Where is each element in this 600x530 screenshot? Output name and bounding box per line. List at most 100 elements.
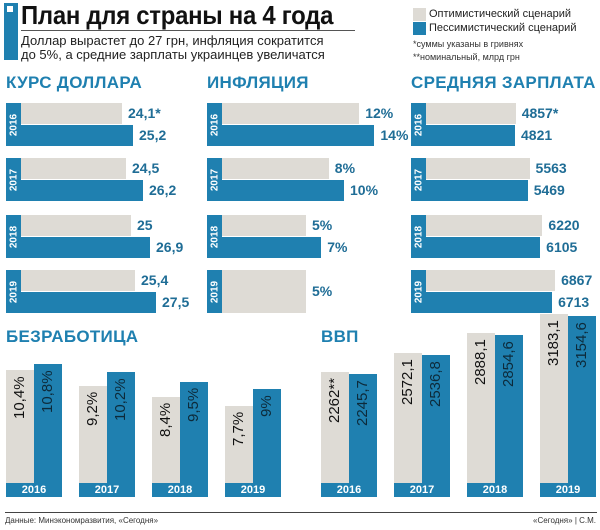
- year-label-average-salary: 2019: [411, 270, 426, 313]
- footnote-currency: *суммы указаны в гривнях: [413, 39, 524, 49]
- bar-dollar-rate-pessimistic: [21, 125, 133, 146]
- value-label-gdp: 2854,6: [500, 340, 517, 387]
- value-label-average-salary: 5563: [535, 160, 567, 176]
- bar-average-salary-pessimistic: [426, 237, 541, 258]
- footnote-gdp: **номинальный, млрд грн: [413, 52, 520, 62]
- bar-unemployment-optimistic: [6, 369, 34, 483]
- year-label-dollar-rate: 2017: [6, 158, 21, 201]
- value-label-unemployment: 10,2%: [112, 378, 129, 422]
- bar-dollar-rate-optimistic: [21, 270, 135, 291]
- subtitle-line-2: до 5%, а средние зарплаты украинцев увел…: [21, 47, 325, 62]
- bar-unemployment-pessimistic: [253, 388, 281, 483]
- value-label-unemployment: 10,4%: [11, 376, 28, 419]
- year-text: 2018: [8, 225, 19, 248]
- bar-unemployment-pessimistic: [34, 364, 62, 483]
- year-text: 2016: [413, 113, 424, 136]
- bar-average-salary-pessimistic: [426, 180, 528, 201]
- year-text: 2019: [413, 280, 424, 303]
- bar-average-salary-optimistic: [426, 158, 530, 179]
- footer-source: Данные: Минэкономразвития, «Сегодня»: [5, 516, 159, 525]
- page-title: План для страны на 4 года: [21, 0, 334, 30]
- value-label-average-salary: 6713: [558, 294, 590, 310]
- year-text: 2017: [8, 168, 19, 191]
- year-label-average-salary: 2018: [411, 215, 426, 258]
- footer-credit: «Сегодня» | С.М.: [533, 516, 596, 525]
- value-label-average-salary: 4821: [521, 127, 553, 143]
- year-label-dollar-rate: 2018: [6, 215, 21, 258]
- bar-inflation-optimistic: [222, 270, 306, 313]
- year-label-gdp: 2019: [540, 483, 596, 497]
- year-text: 2017: [413, 168, 424, 191]
- value-label-inflation: 7%: [327, 239, 348, 255]
- value-label-average-salary: 6867: [561, 272, 593, 288]
- value-label-unemployment: 9%: [258, 394, 275, 417]
- chart-title-average-salary: СРЕДНЯЯ ЗАРПЛАТА: [411, 73, 596, 92]
- bar-inflation-pessimistic: [222, 180, 344, 201]
- year-text: 2016: [209, 113, 220, 136]
- year-label-inflation: 2018: [207, 215, 222, 258]
- footer-divider: [5, 512, 597, 513]
- bar-dollar-rate-pessimistic: [21, 292, 156, 313]
- title-accent-bar: [4, 3, 18, 60]
- year-label-inflation: 2017: [207, 158, 222, 201]
- year-text: 2016: [8, 113, 19, 136]
- year-text: 2017: [209, 168, 220, 191]
- chart-title-gdp: ВВП: [321, 327, 359, 346]
- value-label-inflation: 14%: [380, 127, 409, 143]
- value-label-average-salary: 4857*: [521, 105, 559, 121]
- year-label-inflation: 2016: [207, 103, 222, 146]
- value-label-dollar-rate: 25: [137, 217, 153, 233]
- bar-gdp-optimistic: [467, 332, 495, 483]
- title-accent-notch: [7, 6, 13, 12]
- bar-gdp-optimistic: [540, 313, 568, 483]
- bar-unemployment-optimistic: [152, 396, 180, 483]
- value-label-unemployment: 10,8%: [39, 370, 56, 414]
- value-label-gdp: 2572,1: [399, 358, 416, 405]
- value-label-gdp: 2262**: [326, 378, 343, 424]
- year-label-unemployment: 2018: [152, 483, 208, 497]
- year-label-average-salary: 2017: [411, 158, 426, 201]
- bar-inflation-pessimistic: [222, 125, 375, 146]
- year-text: 2019: [209, 280, 220, 303]
- chart-title-unemployment: БЕЗРАБОТИЦА: [6, 327, 139, 346]
- value-label-unemployment: 7,7%: [230, 411, 247, 447]
- value-label-gdp: 3183,1: [545, 319, 562, 366]
- value-label-inflation: 5%: [312, 283, 333, 299]
- year-text: 2019: [8, 280, 19, 303]
- bar-inflation-pessimistic: [222, 237, 322, 258]
- value-label-dollar-rate: 26,2: [149, 182, 177, 198]
- bar-dollar-rate-optimistic: [21, 158, 126, 179]
- value-label-average-salary: 6105: [546, 239, 578, 255]
- value-label-average-salary: 5469: [533, 182, 565, 198]
- legend-pessimistic-swatch: [413, 22, 426, 35]
- year-label-unemployment: 2019: [225, 483, 281, 497]
- bar-inflation-optimistic: [222, 215, 306, 236]
- bar-dollar-rate-pessimistic: [21, 237, 150, 258]
- year-text: 2018: [209, 225, 220, 248]
- value-label-dollar-rate: 25,2: [139, 127, 167, 143]
- bar-gdp-pessimistic: [422, 354, 450, 483]
- value-label-inflation: 5%: [312, 217, 333, 233]
- value-label-inflation: 10%: [350, 182, 379, 198]
- year-label-dollar-rate: 2016: [6, 103, 21, 146]
- bar-dollar-rate-pessimistic: [21, 180, 143, 201]
- legend-optimistic-swatch: [413, 8, 426, 21]
- bar-gdp-pessimistic: [349, 373, 377, 483]
- bar-average-salary-optimistic: [426, 270, 556, 291]
- value-label-inflation: 12%: [365, 105, 394, 121]
- year-label-dollar-rate: 2019: [6, 270, 21, 313]
- bar-unemployment-optimistic: [225, 406, 253, 483]
- chart-title-dollar-rate: КУРС ДОЛЛАРА: [6, 73, 143, 92]
- value-label-average-salary: 6220: [548, 217, 580, 233]
- year-label-gdp: 2018: [467, 483, 523, 497]
- bar-gdp-pessimistic: [568, 315, 596, 483]
- value-label-dollar-rate: 27,5: [162, 294, 190, 310]
- bar-unemployment-pessimistic: [180, 381, 208, 483]
- value-label-gdp: 3154,6: [573, 321, 590, 368]
- value-label-gdp: 2888,1: [472, 338, 489, 385]
- year-label-gdp: 2016: [321, 483, 377, 497]
- year-label-unemployment: 2017: [79, 483, 135, 497]
- bar-inflation-optimistic: [222, 158, 329, 179]
- chart-title-inflation: ИНФЛЯЦИЯ: [207, 73, 309, 92]
- bar-gdp-pessimistic: [495, 334, 523, 483]
